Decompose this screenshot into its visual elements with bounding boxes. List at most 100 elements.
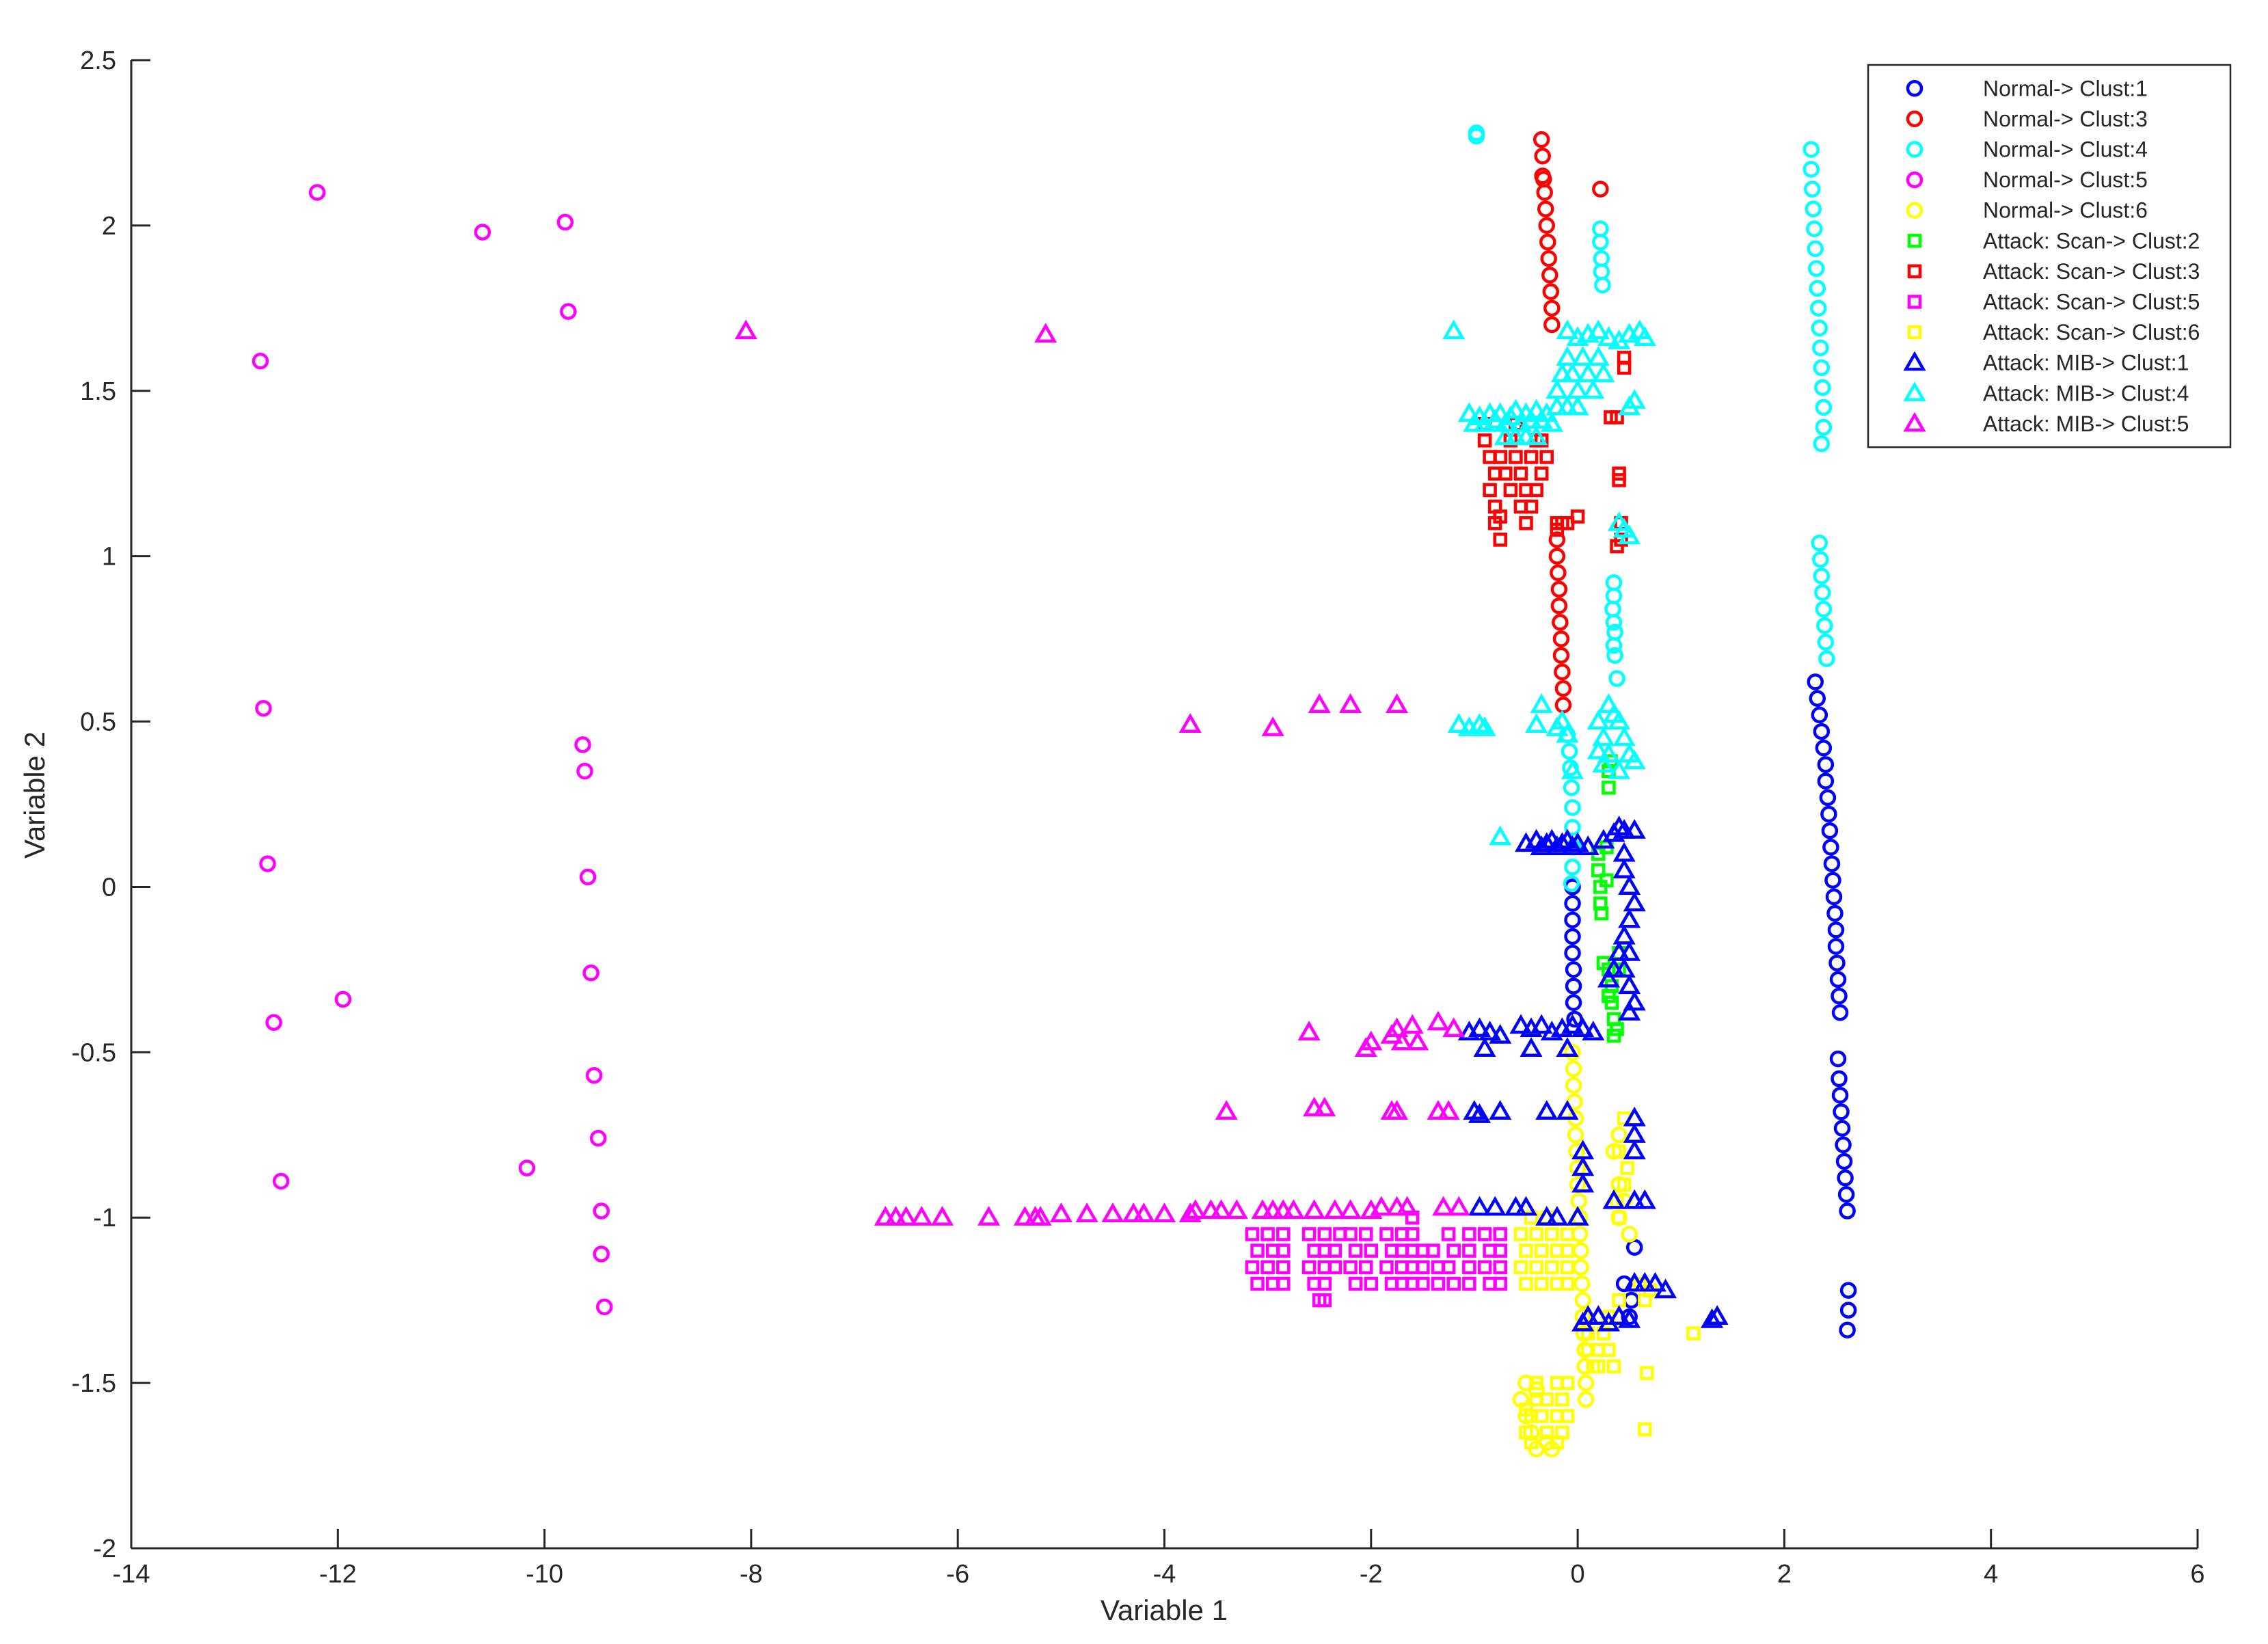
- data-point: [1276, 1243, 1291, 1258]
- data-point: [1623, 991, 1646, 1011]
- legend-marker: [1907, 325, 1922, 340]
- data-point: [1807, 240, 1824, 258]
- data-point: [910, 1206, 933, 1226]
- data-point: [1301, 1227, 1317, 1241]
- y-tick-label: -1: [93, 1204, 116, 1232]
- data-point: [1358, 1260, 1373, 1275]
- legend-marker: [1903, 381, 1926, 401]
- data-point: [1245, 1260, 1260, 1275]
- data-point: [1561, 1014, 1584, 1034]
- data-point: [1816, 617, 1833, 634]
- data-point: [582, 964, 599, 982]
- data-point: [977, 1206, 1001, 1226]
- data-point: [1339, 693, 1362, 713]
- data-point: [1493, 1227, 1507, 1241]
- data-point: [1524, 450, 1539, 464]
- data-point: [1405, 1227, 1420, 1241]
- series-triangle-9: [1457, 816, 1729, 1332]
- legend-label: Normal-> Clust:5: [1983, 167, 2148, 192]
- data-point: [1401, 1014, 1424, 1034]
- y-tick-label: 1.5: [80, 377, 116, 406]
- data-point: [1303, 1199, 1326, 1219]
- data-point: [1260, 1227, 1275, 1241]
- data-point: [1612, 859, 1636, 878]
- legend-marker: [1907, 295, 1922, 309]
- data-point: [1839, 1282, 1857, 1299]
- data-point: [1813, 567, 1831, 584]
- data-point: [1447, 1196, 1470, 1216]
- legend-label: Normal-> Clust:1: [1983, 76, 2148, 100]
- data-point: [1245, 1227, 1260, 1241]
- data-point: [1360, 1030, 1383, 1051]
- data-point: [1805, 220, 1823, 237]
- data-point: [1312, 1293, 1327, 1308]
- y-tick-label: 0: [102, 873, 116, 902]
- data-point: [1493, 1243, 1507, 1258]
- data-point: [1812, 339, 1829, 357]
- data-point: [1250, 1276, 1265, 1291]
- data-point: [1571, 1172, 1595, 1193]
- data-point: [1809, 280, 1826, 297]
- data-point: [1487, 516, 1502, 530]
- data-point: [1313, 1096, 1336, 1117]
- data-point: [1556, 1037, 1579, 1057]
- data-point: [1612, 726, 1636, 746]
- x-tick-label: -2: [1360, 1560, 1383, 1589]
- y-axis-label: Variable 2: [18, 731, 51, 859]
- data-point: [1643, 1271, 1666, 1292]
- x-tick-label: 4: [1984, 1560, 1998, 1589]
- data-point: [1477, 1227, 1492, 1241]
- data-point: [560, 303, 577, 320]
- x-tick-label: 6: [2190, 1560, 2204, 1589]
- data-point: [1556, 346, 1579, 366]
- data-point: [1587, 1305, 1610, 1325]
- data-point: [1550, 832, 1574, 852]
- data-point: [1493, 450, 1507, 464]
- data-point: [1509, 450, 1523, 464]
- data-point: [1550, 710, 1574, 730]
- axes-layer: -14 -12 -10 -8 -6 -4 -2 0 2 4 6 -2 -1.5 -1 -0.5 0 0.5 1 1.…: [72, 46, 2205, 1589]
- data-point: [1462, 1276, 1476, 1291]
- data-point: [1566, 1206, 1589, 1226]
- data-point: [1554, 679, 1572, 697]
- data-point: [1536, 184, 1553, 201]
- x-tick-label: -8: [740, 1560, 763, 1589]
- data-point: [1533, 131, 1550, 148]
- data-point: [1565, 1077, 1582, 1094]
- data-point: [1818, 650, 1835, 667]
- data-point: [1498, 466, 1513, 481]
- data-point: [1152, 1202, 1176, 1222]
- data-point: [1489, 1023, 1512, 1044]
- x-tick-label: -10: [526, 1560, 563, 1589]
- data-point: [1519, 1243, 1533, 1258]
- data-point: [1552, 614, 1569, 631]
- data-point: [1623, 1140, 1646, 1160]
- data-point: [1524, 1435, 1539, 1450]
- data-point: [1565, 978, 1582, 995]
- data-point: [1820, 805, 1837, 823]
- data-point: [265, 1014, 282, 1032]
- data-point: [1560, 1375, 1575, 1390]
- data-point: [1561, 362, 1584, 383]
- data-point: [1602, 988, 1616, 1003]
- data-point: [1564, 1044, 1581, 1061]
- series-square-8: [1513, 1111, 1701, 1450]
- data-point: [1437, 1100, 1460, 1120]
- data-point: [1599, 873, 1614, 888]
- data-point: [1468, 1017, 1491, 1038]
- data-point: [1563, 875, 1580, 892]
- data-point: [1608, 670, 1625, 687]
- data-point: [593, 1245, 610, 1263]
- data-point: [1545, 1260, 1559, 1275]
- data-point: [1493, 533, 1507, 547]
- data-point: [1829, 971, 1847, 988]
- data-point: [1592, 753, 1615, 773]
- data-point: [1827, 921, 1845, 939]
- data-point: [1811, 319, 1828, 337]
- legend-label: Attack: Scan-> Clust:6: [1983, 320, 2200, 345]
- data-point: [1817, 756, 1835, 773]
- data-point: [1587, 710, 1610, 730]
- data-point: [1333, 1227, 1347, 1241]
- data-point: [1587, 319, 1610, 340]
